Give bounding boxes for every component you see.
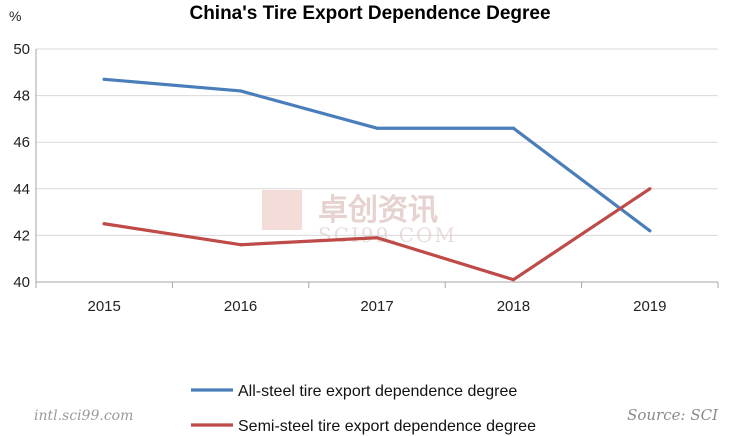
data-point (648, 229, 652, 233)
gridlines (36, 48, 718, 236)
x-tick-label: 2016 (224, 298, 257, 315)
data-point (648, 187, 652, 191)
data-point (239, 243, 243, 247)
y-tick-label: 42 (13, 227, 30, 244)
chart-title: China's Tire Export Dependence Degree (189, 3, 550, 24)
data-point (375, 236, 379, 240)
footer-website: intl.sci99.com (34, 408, 133, 424)
y-tick-label: 50 (13, 41, 30, 58)
data-point (102, 222, 106, 226)
y-tick-labels: 40 42 44 46 48 50 (13, 41, 30, 291)
data-point (239, 89, 243, 93)
series (102, 77, 652, 282)
y-unit-label: % (9, 8, 21, 24)
footer-source: Source: SCI (627, 406, 719, 424)
x-tick-label: 2017 (360, 298, 393, 315)
legend-label-2: Semi-steel tire export dependence degree (238, 418, 536, 435)
y-tick-label: 40 (13, 274, 30, 291)
x-tick-label: 2015 (88, 298, 121, 315)
x-tick-labels: 2015 2016 2017 2018 2019 (88, 298, 667, 315)
x-tick-label: 2018 (497, 298, 530, 315)
y-tick-label: 46 (13, 134, 30, 151)
legend: All-steel tire export dependence degree S… (191, 383, 536, 435)
data-point (511, 278, 515, 282)
y-tick-label: 44 (13, 181, 30, 198)
data-point (511, 126, 515, 130)
x-tick-label: 2019 (633, 298, 666, 315)
watermark-cn: 卓创资讯 (318, 193, 438, 228)
legend-label-1: All-steel tire export dependence degree (238, 383, 517, 400)
watermark-logo (262, 190, 302, 230)
data-point (375, 126, 379, 130)
data-point (102, 77, 106, 81)
y-tick-label: 48 (13, 88, 30, 105)
axes (35, 49, 719, 288)
